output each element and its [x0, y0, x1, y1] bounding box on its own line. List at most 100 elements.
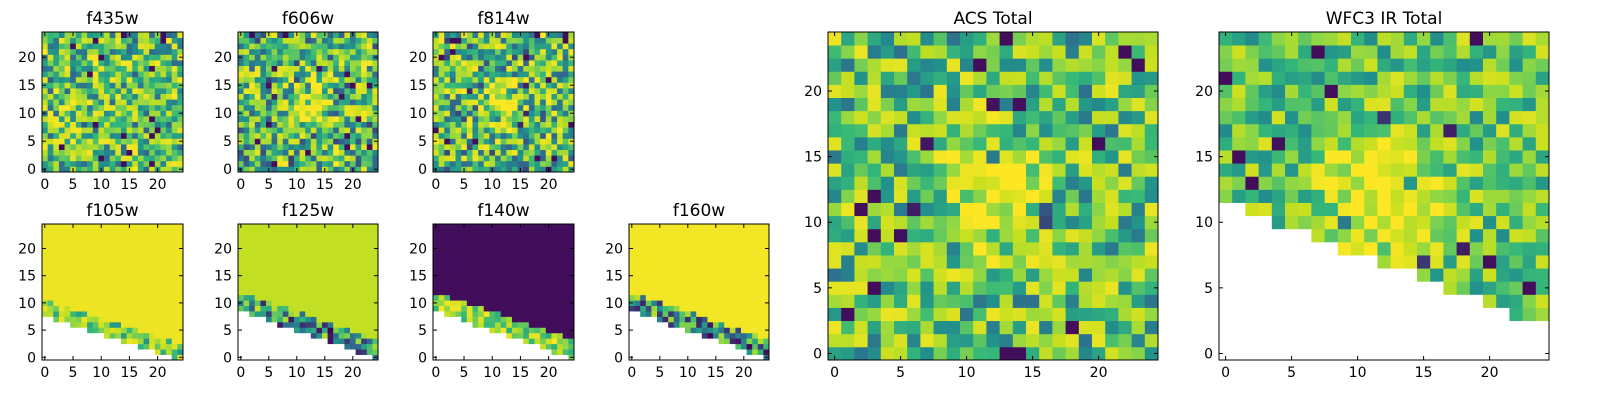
- heatmap-cell: [109, 332, 116, 339]
- heatmap-cell: [271, 160, 278, 167]
- heatmap-cell: [58, 65, 65, 72]
- heatmap-cell: [489, 321, 496, 328]
- heatmap-cell: [461, 160, 468, 167]
- heatmap-cell: [277, 262, 284, 268]
- heatmap-cell: [166, 110, 173, 117]
- heatmap-cell: [115, 229, 122, 236]
- heatmap-cell: [126, 104, 133, 111]
- heatmap-cell: [322, 272, 328, 279]
- heatmap-cell: [478, 110, 485, 117]
- heatmap-cell: [115, 82, 122, 89]
- heatmap-cell: [986, 45, 1000, 59]
- heatmap-cell: [238, 278, 244, 285]
- heatmap-cell: [316, 327, 323, 334]
- heatmap-cell: [438, 132, 445, 139]
- heatmap-cell: [338, 300, 345, 306]
- heatmap-cell: [310, 289, 317, 296]
- heatmap-cell: [466, 116, 473, 122]
- heatmap-cell: [166, 283, 173, 290]
- heatmap-cell: [444, 267, 451, 274]
- heatmap-cell: [946, 307, 961, 322]
- heatmap-cell: [92, 256, 99, 263]
- heatmap-cell: [350, 138, 356, 145]
- heatmap-cell: [115, 224, 122, 230]
- heatmap-cell: [166, 256, 173, 263]
- heatmap-cell: [438, 99, 445, 106]
- heatmap-cell: [545, 65, 552, 72]
- heatmap-cell: [260, 278, 267, 285]
- heatmap-cell: [1052, 110, 1066, 125]
- heatmap-cell: [651, 240, 658, 247]
- heatmap-cell: [98, 88, 105, 94]
- heatmap-cell: [64, 278, 71, 285]
- heatmap-cell: [657, 240, 663, 247]
- heatmap-cell: [104, 132, 111, 139]
- heatmap-cell: [1026, 202, 1040, 217]
- heatmap-cell: [466, 294, 473, 301]
- heatmap-cell: [757, 327, 764, 334]
- heatmap-cell: [506, 240, 513, 247]
- heatmap-cell: [933, 71, 948, 85]
- heatmap-cell: [238, 88, 244, 94]
- heatmap-cell: [42, 132, 49, 139]
- heatmap-cell: [545, 43, 552, 50]
- heatmap-cell: [243, 305, 250, 312]
- heatmap-cell: [1026, 150, 1040, 164]
- heatmap-cell: [120, 149, 127, 156]
- heatmap-cell: [657, 316, 663, 323]
- heatmap-cell: [629, 262, 635, 268]
- heatmap-cell: [333, 82, 340, 89]
- heatmap-cell: [506, 234, 513, 241]
- heatmap-cell: [1039, 97, 1053, 112]
- heatmap-cell: [511, 43, 518, 50]
- heatmap-cell: [166, 300, 173, 306]
- heatmap-cell: [338, 245, 345, 252]
- heatmap-cell: [254, 160, 261, 167]
- heatmap-cell: [350, 321, 356, 328]
- heatmap-cell: [1144, 333, 1159, 348]
- heatmap-cell: [64, 234, 71, 241]
- heatmap-cell: [1443, 281, 1457, 295]
- heatmap-cell: [472, 138, 479, 145]
- x-tick-label: 10: [92, 365, 110, 381]
- heatmap-cell: [478, 240, 485, 247]
- heatmap-cells: [1219, 32, 1550, 322]
- heatmap-cell: [288, 311, 295, 317]
- heatmap-cell: [98, 300, 105, 306]
- heatmap-cell: [557, 300, 564, 306]
- heatmap-cell: [53, 240, 60, 247]
- heatmap-cell: [305, 272, 312, 279]
- heatmap-cell: [1131, 123, 1146, 138]
- heatmap-cell: [58, 300, 65, 306]
- heatmap-cell: [366, 229, 373, 236]
- heatmap-cell: [132, 338, 139, 345]
- heatmap-cell: [249, 60, 256, 66]
- heatmap-cell: [271, 149, 278, 156]
- heatmap-cell: [160, 251, 167, 258]
- heatmap-cell: [438, 262, 445, 268]
- heatmap-cell: [920, 110, 934, 125]
- heatmap-cell: [87, 121, 94, 128]
- heatmap-cell: [154, 343, 161, 350]
- heatmap-cell: [58, 272, 65, 279]
- heatmap-cell: [690, 305, 697, 312]
- heatmap-cell: [372, 132, 379, 139]
- heatmap-cell: [973, 294, 987, 308]
- heatmap-cell: [1496, 294, 1510, 308]
- heatmap-cell: [999, 84, 1014, 98]
- heatmap-cell: [243, 104, 250, 111]
- heatmap-cell: [277, 43, 284, 50]
- heatmap-cell: [1065, 123, 1080, 138]
- heatmap-cell: [104, 234, 111, 241]
- heatmap-cell: [506, 127, 513, 134]
- heatmap-cell: [986, 176, 1000, 190]
- heatmap-cell: [1390, 228, 1405, 243]
- heatmap-cell: [238, 93, 244, 100]
- heatmap-cell: [1118, 176, 1132, 190]
- heatmap-cell: [126, 127, 133, 134]
- heatmap-cell: [143, 71, 150, 78]
- heatmap-cell: [70, 305, 77, 312]
- heatmap-cell: [109, 110, 116, 117]
- heatmap-cell: [545, 343, 552, 350]
- heatmap-cell: [266, 116, 272, 122]
